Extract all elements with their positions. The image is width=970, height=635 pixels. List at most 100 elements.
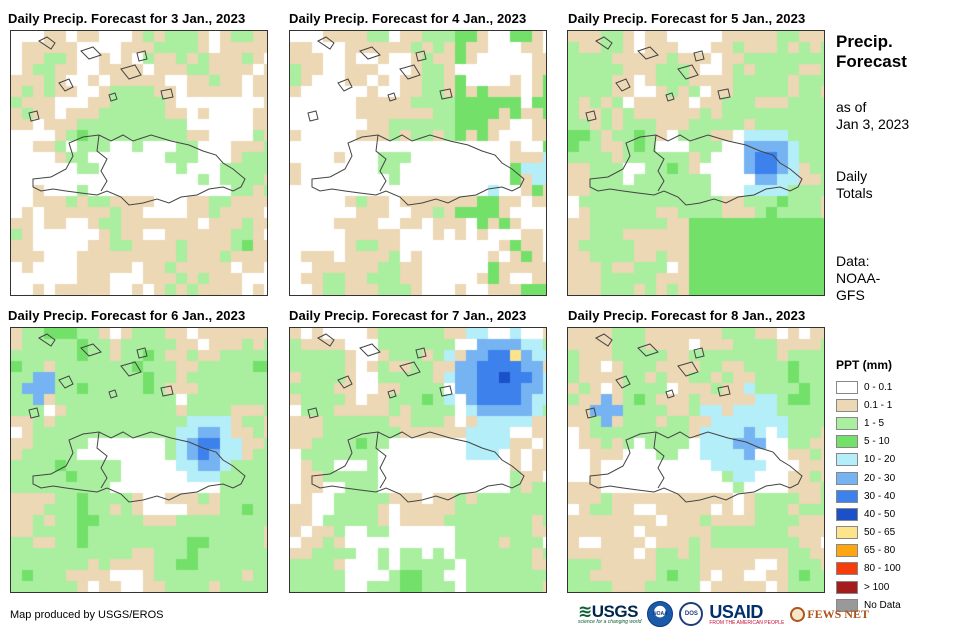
usgs-mark-icon: ≋ — [578, 602, 592, 621]
as-of-value: Jan 3, 2023 — [836, 116, 910, 132]
hispaniola-coastline — [589, 134, 803, 206]
islet-coastline — [136, 50, 148, 62]
hispaniola-coastline — [311, 431, 525, 503]
seal-text: DOS — [684, 611, 698, 617]
daily-line1: Daily — [836, 168, 868, 184]
islet-coastline — [693, 347, 705, 359]
islet-coastline — [399, 361, 421, 377]
panel-title-jan6: Daily Precip. Forecast for 6 Jan., 2023 — [8, 308, 246, 323]
haiti-border — [96, 134, 108, 192]
islet-coastline — [415, 50, 427, 62]
hispaniola-coastline — [32, 431, 246, 503]
forecast-map-jan6 — [10, 327, 268, 593]
islet-coastline — [717, 88, 731, 100]
as-of-label: as of — [836, 99, 867, 115]
hispaniola-coastline — [589, 431, 803, 503]
legend-swatch — [836, 580, 858, 594]
islet-coastline — [317, 36, 335, 50]
coastline-overlay — [585, 333, 803, 503]
legend-label: 20 - 30 — [864, 472, 896, 484]
precip-raster — [290, 31, 546, 295]
legend-label: 5 - 10 — [864, 436, 890, 448]
legend-label: No Data — [864, 599, 901, 611]
as-of-date: as of Jan 3, 2023 — [836, 99, 909, 133]
islet-coastline — [665, 92, 675, 102]
islet-coastline — [637, 46, 659, 60]
precip-raster — [568, 31, 824, 295]
coastline-overlay — [585, 36, 803, 206]
legend-swatch — [836, 562, 858, 576]
legend-label: 0 - 0.1 — [864, 381, 893, 393]
precip-raster — [290, 328, 546, 592]
data-source-line3: GFS — [836, 287, 865, 303]
data-source: Data: NOAA- GFS — [836, 253, 880, 304]
usaid-tagline: FROM THE AMERICAN PEOPLE — [709, 619, 785, 626]
islet-coastline — [337, 78, 353, 92]
islet-coastline — [387, 92, 397, 102]
noaa-logo-text: NOAA — [653, 611, 668, 617]
precip-raster — [568, 328, 824, 592]
sidebar-title-line2: Forecast — [836, 52, 907, 71]
legend-swatch — [836, 416, 858, 430]
islet-coastline — [399, 64, 421, 80]
islet-coastline — [80, 46, 102, 60]
islet-coastline — [120, 64, 142, 80]
usgs-logo: ≋USGS science for a changing world — [578, 603, 641, 625]
legend-title: PPT (mm) — [836, 358, 893, 372]
islet-coastline — [108, 92, 118, 102]
panel-title-jan5: Daily Precip. Forecast for 5 Jan., 2023 — [568, 11, 806, 26]
panel-title-jan7: Daily Precip. Forecast for 7 Jan., 2023 — [289, 308, 527, 323]
islet-coastline — [359, 343, 381, 357]
islet-coastline — [585, 110, 597, 122]
islet-coastline — [677, 361, 699, 377]
legend-swatch — [836, 380, 858, 394]
islet-coastline — [665, 389, 675, 399]
islet-coastline — [387, 389, 397, 399]
islet-coastline — [595, 36, 613, 50]
legend-item: 1 - 5 — [836, 414, 901, 432]
islet-coastline — [693, 50, 705, 62]
usgs-logo-text: ≋USGS — [578, 602, 638, 621]
legend-swatch — [836, 398, 858, 412]
map-credit: Map produced by USGS/EROS — [10, 609, 164, 621]
haiti-border — [375, 431, 387, 489]
legend-label: > 100 — [864, 581, 890, 593]
islet-coastline — [307, 407, 319, 419]
islet-coastline — [637, 343, 659, 357]
legend-item: 80 - 100 — [836, 560, 901, 578]
legend-item: 50 - 65 — [836, 524, 901, 542]
islet-coastline — [38, 36, 56, 50]
coastline-overlay — [307, 333, 525, 503]
legend-swatch — [836, 544, 858, 558]
legend-label: 50 - 65 — [864, 527, 896, 539]
islet-coastline — [120, 361, 142, 377]
islet-coastline — [108, 389, 118, 399]
legend-label: 40 - 50 — [864, 508, 896, 520]
legend-swatch — [836, 471, 858, 485]
haiti-border — [375, 134, 387, 192]
legend-swatch — [836, 526, 858, 540]
state-department-seal: DOS — [679, 602, 704, 626]
legend-item: > 100 — [836, 578, 901, 596]
legend-label: 80 - 100 — [864, 563, 901, 575]
usaid-logo-text: USAID — [709, 601, 763, 622]
fewsnet-globe-icon — [790, 606, 806, 622]
data-source-line1: Data: — [836, 253, 870, 269]
legend-items: 0 - 0.1 0.1 - 1 1 - 5 5 - 10 10 - 20 20 … — [836, 378, 901, 614]
coastline-overlay — [28, 36, 246, 206]
noaa-logo: NOAA — [647, 601, 674, 627]
legend-swatch — [836, 435, 858, 449]
panel-title-jan4: Daily Precip. Forecast for 4 Jan., 2023 — [289, 11, 527, 26]
legend: PPT (mm) 0 - 0.1 0.1 - 1 1 - 5 5 - 10 10… — [836, 358, 901, 614]
legend-label: 65 - 80 — [864, 545, 896, 557]
islet-coastline — [359, 46, 381, 60]
legend-item: 10 - 20 — [836, 451, 901, 469]
legend-swatch — [836, 453, 858, 467]
panel-title-jan3: Daily Precip. Forecast for 3 Jan., 2023 — [8, 11, 246, 26]
islet-coastline — [415, 347, 427, 359]
islet-coastline — [38, 333, 56, 347]
fewsnet-logo-text: FEWS NET — [807, 606, 869, 621]
legend-item: 5 - 10 — [836, 433, 901, 451]
legend-item: No Data — [836, 596, 901, 614]
legend-item: 20 - 30 — [836, 469, 901, 487]
